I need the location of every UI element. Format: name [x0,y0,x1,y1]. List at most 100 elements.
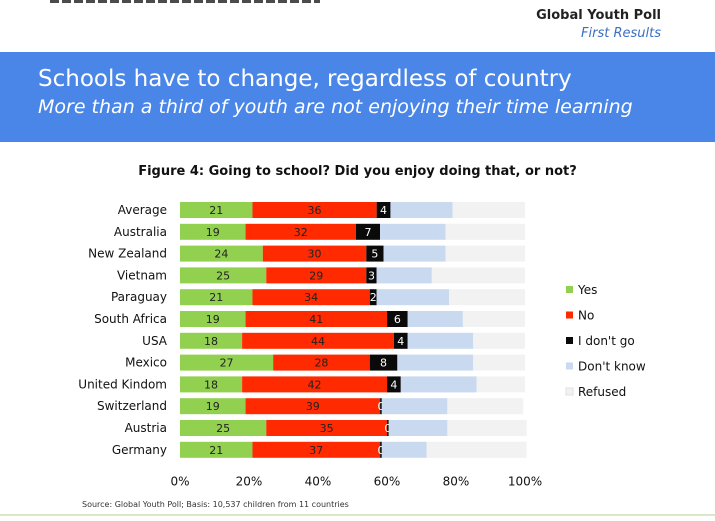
bar-segment [473,354,525,371]
category-label: USA [142,334,168,348]
data-label: 21 [209,444,223,457]
bar-segment [180,420,267,436]
data-label: 29 [309,269,323,282]
x-tick-label: 0% [170,475,189,489]
bar-segment [369,354,398,371]
bar-segment [180,398,246,415]
bar-segment [449,289,525,306]
bar-segment [180,354,274,371]
data-label: 5 [371,248,378,261]
bar-segment [242,332,394,349]
source-note: Source: Global Youth Poll; Basis: 10,537… [82,500,349,509]
x-tick-label: 60% [374,475,401,489]
bar-segment [381,398,448,415]
data-label: 18 [204,378,218,391]
category-label: Germany [112,443,167,457]
data-label: 39 [306,400,320,413]
data-label: 4 [390,378,397,391]
bar-segment [452,202,525,218]
poll-subtitle: First Results [581,26,661,41]
bar-segment [180,441,253,458]
bar-segment [426,441,527,458]
bar-segment [355,223,381,240]
banner-title: Schools have to change, regardless of co… [38,66,572,92]
bar-segment [462,311,525,327]
bar-segment [245,223,356,240]
category-label: Australia [114,225,167,239]
data-label: 8 [380,357,387,370]
x-tick-label: 40% [305,475,332,489]
bar-segment [366,245,384,262]
data-label: 35 [320,422,334,435]
bar-segment [180,202,253,218]
bar-segment [180,311,246,327]
bar-segment [380,223,446,240]
bar-segment [407,332,474,349]
data-label: 24 [214,248,228,261]
bar-segment [473,332,525,349]
bar-segment [431,267,525,284]
bar-segment [252,289,370,306]
bar-segment [242,376,387,393]
bar-segment [273,354,370,371]
bar-segment [252,202,377,218]
data-label: 0 [384,422,391,435]
data-label: 0 [377,400,384,413]
bar-segment [180,332,243,349]
title-banner: Schools have to change, regardless of co… [0,52,715,142]
bar-segment [266,420,387,436]
data-label: 4 [380,204,387,217]
data-label: 37 [309,444,323,457]
legend-swatch [566,286,573,293]
data-label: 27 [220,357,234,370]
bar-segment [245,398,381,415]
data-label: 42 [308,378,322,391]
data-label: 18 [204,335,218,348]
bar-segment [366,267,377,284]
category-label: South Africa [94,312,167,326]
legend-label: Yes [577,283,597,297]
data-label: 3 [368,269,375,282]
bar-segment [380,441,382,458]
data-label: 4 [397,335,404,348]
data-label: 2 [370,291,377,304]
bar-segment [180,245,263,262]
category-label: Switzerland [97,399,167,413]
data-label: 0 [377,444,384,457]
data-label: 19 [206,226,220,239]
bar-segment [381,441,427,458]
bar-segment [447,398,524,415]
data-label: 19 [206,400,220,413]
category-label: Mexico [125,356,167,370]
bar-segment [397,354,474,371]
legend-swatch [565,387,574,396]
banner-subtitle: More than a third of youth are not enjoy… [38,96,633,118]
bar-segment [447,420,527,436]
data-label: 44 [311,335,325,348]
data-label: 7 [365,226,372,239]
data-label: 41 [309,313,323,326]
bar-segment [407,311,463,327]
bar-segment [387,420,389,436]
data-label: 25 [216,422,230,435]
bar-segment [180,376,243,393]
bar-segment [380,398,382,415]
bar-segment [376,267,432,284]
bar-segment [180,267,267,284]
legend-label: Don't know [578,360,646,374]
bar-segment [383,245,446,262]
category-label: Paraguay [111,290,167,304]
legend-swatch [566,311,573,319]
data-label: 19 [206,313,220,326]
bar-segment [387,376,401,393]
data-label: 21 [209,204,223,217]
bar-segment [180,223,246,240]
bar-segment [445,223,525,240]
x-tick-label: 80% [443,475,470,489]
bar-segment [252,441,381,458]
legend-label: I don't go [578,334,635,348]
poll-name: Global Youth Poll [536,8,661,23]
data-label: 34 [304,291,318,304]
x-tick-label: 20% [236,475,263,489]
